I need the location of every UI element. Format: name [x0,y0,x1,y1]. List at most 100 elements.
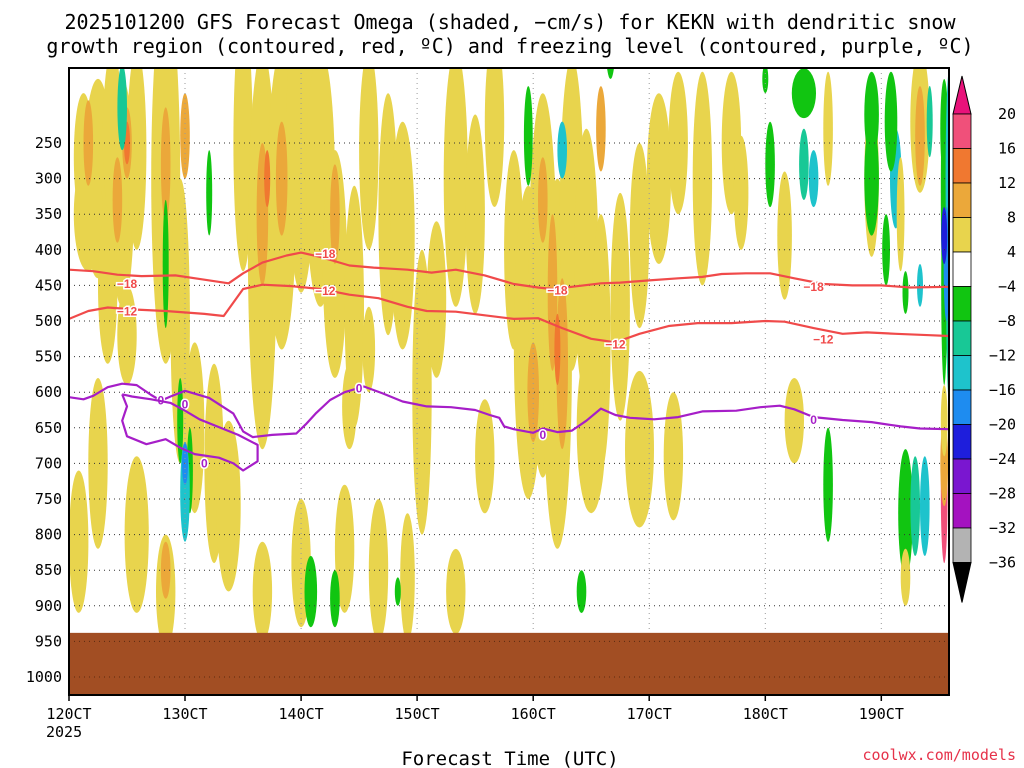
chart-title-line1: 2025101200 GFS Forecast Omega (shaded, −… [64,10,956,34]
y-tick-label: 850 [35,561,62,579]
omega-shade-cell [765,121,775,208]
colorbar-tick-label: −28 [989,485,1016,503]
y-tick-label: 550 [35,348,62,366]
omega-shade-cell [607,68,614,79]
x-tick-label: 140CT [279,705,324,723]
contour-label: −12 [117,305,138,319]
colorbar-tick-label: 4 [1007,243,1016,261]
colorbar-bottom-arrow [952,562,972,603]
contour-label: −18 [803,280,824,294]
omega-shade-cell [390,121,415,350]
contour-label: 0 [182,397,189,411]
omega-shade-cell [733,135,749,250]
omega-shade-cell [322,150,347,378]
omega-shade-cell [162,199,169,329]
omega-shade-cell [233,68,253,272]
y-tick-label: 700 [35,454,62,472]
contour-label: 0 [810,413,817,427]
y-tick-label: 500 [35,312,62,330]
plot-frame [68,67,950,696]
omega-shade-cell [915,86,925,186]
contour-label: −18 [117,277,138,291]
colorbar-tick-label: −36 [989,554,1016,572]
y-tick-label: 950 [35,632,62,650]
x-tick-label: 170CT [627,705,672,723]
omega-shading [69,68,949,649]
omega-shade-cell [275,121,288,236]
y-tick-label: 750 [35,490,62,508]
colorbar-tick-label: −32 [989,519,1016,537]
x-tick-label: 150CT [395,705,440,723]
omega-shade-cell [304,556,318,628]
contour-label: −12 [813,333,834,347]
x-axis: 120CT 130CT 140CT 150CT 160CT 170CT 180CT 190CT [46,695,904,723]
omega-shade-cell [610,192,630,421]
omega-shade-cell [88,378,108,549]
omega-shade-cell [484,68,505,207]
colorbar-swatch [952,251,972,287]
contour-label: 0 [201,456,208,470]
chart-title-line2: growth region (contoured, red, ºC) and f… [46,34,973,58]
omega-shade-cell [160,107,171,222]
colorbar-swatch [952,286,972,322]
y-tick-label: 600 [35,383,62,401]
colorbar-tick-label: 8 [1007,209,1016,227]
omega-shade-cell [576,570,587,613]
omega-shade-cell [83,100,94,186]
ground-below-surface [69,632,949,695]
omega-shade-cell [940,385,948,457]
x-axis-label: Forecast Time (UTC) [401,748,618,768]
colorbar-tick-label: 16 [998,140,1016,158]
colorbar-swatch [952,355,972,391]
colorbar: 20 16 12 8 4 −4 −8 −12 −16 −20 −24 −28 −32 −36 [952,75,1016,603]
omega-shade-cell [394,577,401,606]
omega-shade-cell [112,157,123,243]
colorbar-tick-label: −4 [998,278,1016,296]
y-axis: 250 300 350 400 450 500 550 600 650 700 750 800 850 9… [26,134,62,686]
y-tick-label: 400 [35,241,62,259]
y-tick-label: 650 [35,419,62,437]
omega-shade-cell [926,86,933,158]
ground-gridlines [69,640,949,678]
omega-shade-cell [646,93,672,264]
colorbar-tick-label: −20 [989,416,1016,434]
omega-shade-cell [98,207,118,364]
omega-shade-cell [941,207,948,265]
omega-shade-cell [465,114,485,314]
contour-line [69,251,949,291]
omega-shade-cell [330,570,340,628]
omega-shade-cell [359,68,379,250]
omega-shade-cell [342,363,357,450]
omega-shade-cell [762,68,769,94]
colorbar-swatch [952,493,972,529]
omega-shade-cell [902,271,909,314]
omega-shade-cell [784,378,804,464]
y-tick-label: 300 [35,170,62,188]
omega-shade-cell [823,71,833,186]
omega-shade-cell [777,171,792,300]
omega-shade-cell [362,306,376,393]
omega-shade-cell [124,456,149,613]
contour-label: 0 [539,428,546,442]
omega-shade-cell [917,264,923,307]
omega-shade-cell [160,541,171,599]
omega-shade-cell [882,214,890,286]
omega-shade-cell [625,370,654,528]
omega-shade-cell [400,513,415,642]
colorbar-swatch [952,320,972,356]
omega-shade-cell [177,378,184,464]
colorbar-swatch [952,389,972,425]
colorbar-tick-label: −8 [998,312,1016,330]
omega-shade-cell [864,121,879,236]
colorbar-swatch [952,182,972,218]
x-tick-label: 120CT [46,705,91,723]
y-tick-label: 350 [35,205,62,223]
omega-shade-cell [896,157,905,272]
contour-label: −12 [315,284,336,298]
omega-shade-cell [898,449,913,578]
omega-shade-cell [629,143,650,329]
colorbar-swatch [952,148,972,184]
omega-shade-cell [808,150,819,208]
omega-shade-cell [206,150,213,236]
